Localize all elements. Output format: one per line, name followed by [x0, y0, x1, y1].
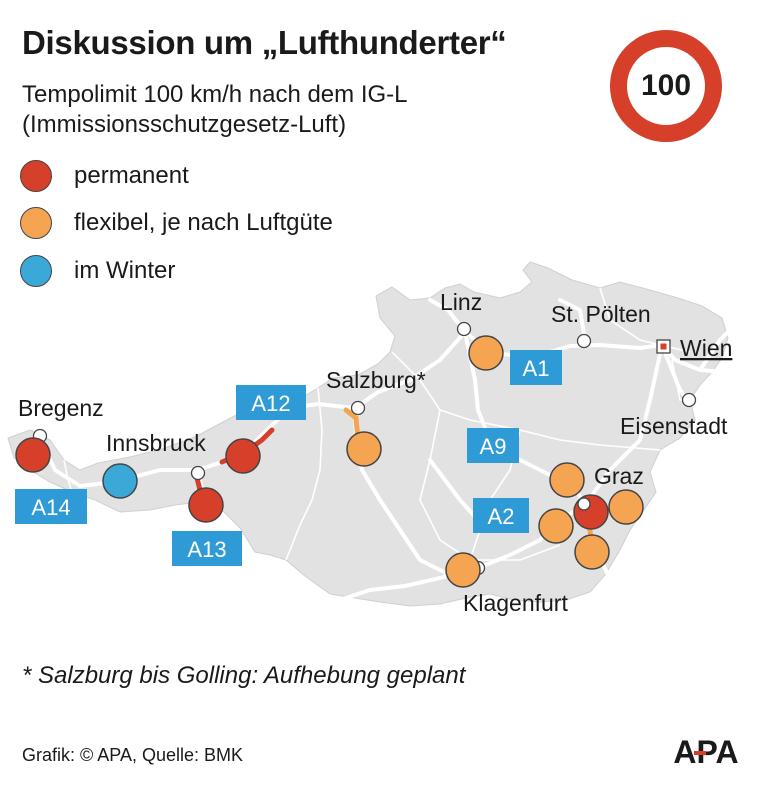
city-dot-eisenstadt: [681, 392, 697, 408]
city-label-wien: Wien: [680, 335, 732, 361]
city-label-st-poelten: St. Pölten: [551, 301, 651, 327]
city-label-klagenfurt: Klagenfurt: [463, 590, 568, 616]
highway-label-a1: A1: [523, 356, 550, 381]
marker-a13-brenner: [188, 487, 224, 523]
highway-box-a14: [15, 489, 87, 524]
legend-item-permanent: permanent: [20, 158, 189, 194]
highway-label-a13: A13: [187, 537, 226, 562]
footnote: * Salzburg bis Golling: Aufhebung geplan…: [22, 662, 466, 689]
city-dot-st-poelten: [576, 333, 592, 349]
capital-marker-wien-inner: [660, 343, 667, 350]
city-label-eisenstadt: Eisenstadt: [620, 413, 728, 439]
highway-box-a1: [510, 350, 562, 385]
legend-label: im Winter: [74, 257, 176, 284]
marker-bregenz: [15, 437, 51, 473]
highway-label-a9: A9: [480, 434, 507, 459]
city-label-linz: Linz: [440, 289, 482, 315]
city-label-bregenz: Bregenz: [18, 395, 104, 421]
subtitle-line-2: (Immissionsschutzgesetz-Luft): [22, 111, 347, 138]
speed-limit-sign: 100: [610, 30, 722, 142]
city-dot-innsbruck: [190, 465, 206, 481]
highway-label-a2: A2: [488, 504, 515, 529]
marker-graz-s: [574, 534, 610, 570]
marker-klagenfurt: [445, 552, 481, 588]
speed-limit-value: 100: [640, 69, 692, 102]
legend-label: permanent: [74, 162, 189, 189]
highway-box-a9: [467, 428, 519, 463]
highway-label-a14: A14: [31, 495, 70, 520]
legend-dot-flexibel: [20, 207, 52, 239]
page-title: Diskussion um „Lufthunderter“: [22, 24, 507, 61]
marker-graz-e: [608, 489, 644, 525]
city-label-salzburg: Salzburg*: [326, 367, 426, 393]
city-label-innsbruck: Innsbruck: [106, 430, 206, 456]
city-dot-graz: [577, 497, 591, 511]
legend-dot-permanent: [20, 160, 52, 192]
limit-markers: [15, 335, 644, 588]
marker-a2-west: [538, 508, 574, 544]
highway-box-a12: [236, 385, 306, 420]
apa-logo: APA: [673, 734, 738, 769]
marker-graz-nw: [549, 462, 585, 498]
marker-linz: [468, 335, 504, 371]
subtitle: Tempolimit 100 km/h nach dem IG-L (Immis…: [22, 80, 408, 140]
subtitle-line-1: Tempolimit 100 km/h nach dem IG-L: [22, 81, 408, 108]
legend-item-flexibel: flexibel, je nach Luftgüte: [20, 205, 333, 241]
highway-box-a2: [473, 498, 529, 533]
highway-label-a12: A12: [251, 391, 290, 416]
marker-salzburg: [346, 431, 382, 467]
legend-dot-winter: [20, 255, 52, 287]
legend-label: flexibel, je nach Luftgüte: [74, 209, 333, 236]
marker-a14-winter: [102, 463, 138, 499]
city-dot-linz: [456, 321, 472, 337]
highway-box-a13: [172, 531, 242, 566]
city-dot-salzburg: [350, 400, 366, 416]
marker-a12-inntal: [225, 438, 261, 474]
city-label-graz: Graz: [594, 463, 644, 489]
legend-item-winter: im Winter: [20, 253, 175, 289]
apa-logo-accent: [694, 751, 706, 755]
highway-labels: A1 A9 A12 A14 A13 A2: [15, 350, 562, 566]
source-credit: Grafik: © APA, Quelle: BMK: [22, 745, 244, 765]
